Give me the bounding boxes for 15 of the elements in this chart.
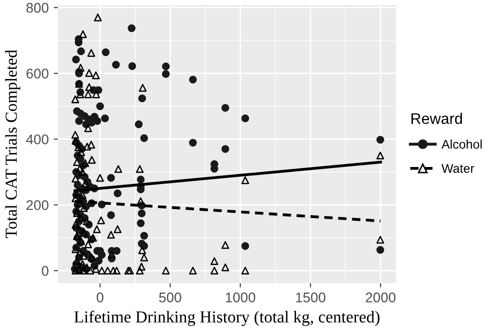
- legend-title: Reward: [412, 112, 462, 124]
- legend-label: Water: [442, 164, 474, 173]
- y-tick-label: 600: [26, 68, 48, 79]
- x-axis-title: Lifetime Drinking History (total kg, centered): [74, 310, 380, 326]
- x-tick-label: 1500: [296, 292, 326, 302]
- y-axis-title: Total CAT Trials Completed: [5, 50, 20, 238]
- y-tick-label: 800: [26, 2, 48, 13]
- x-tick-label: 1000: [226, 292, 256, 302]
- y-tick-label: 200: [26, 200, 48, 210]
- y-tick-label: 400: [26, 134, 48, 144]
- x-tick-label: 500: [159, 292, 182, 302]
- y-tick-label: 0: [42, 266, 48, 276]
- x-tick-label: 0: [96, 292, 104, 302]
- x-tick-label: 2000: [366, 292, 396, 302]
- legend-label: Alcohol: [442, 140, 482, 149]
